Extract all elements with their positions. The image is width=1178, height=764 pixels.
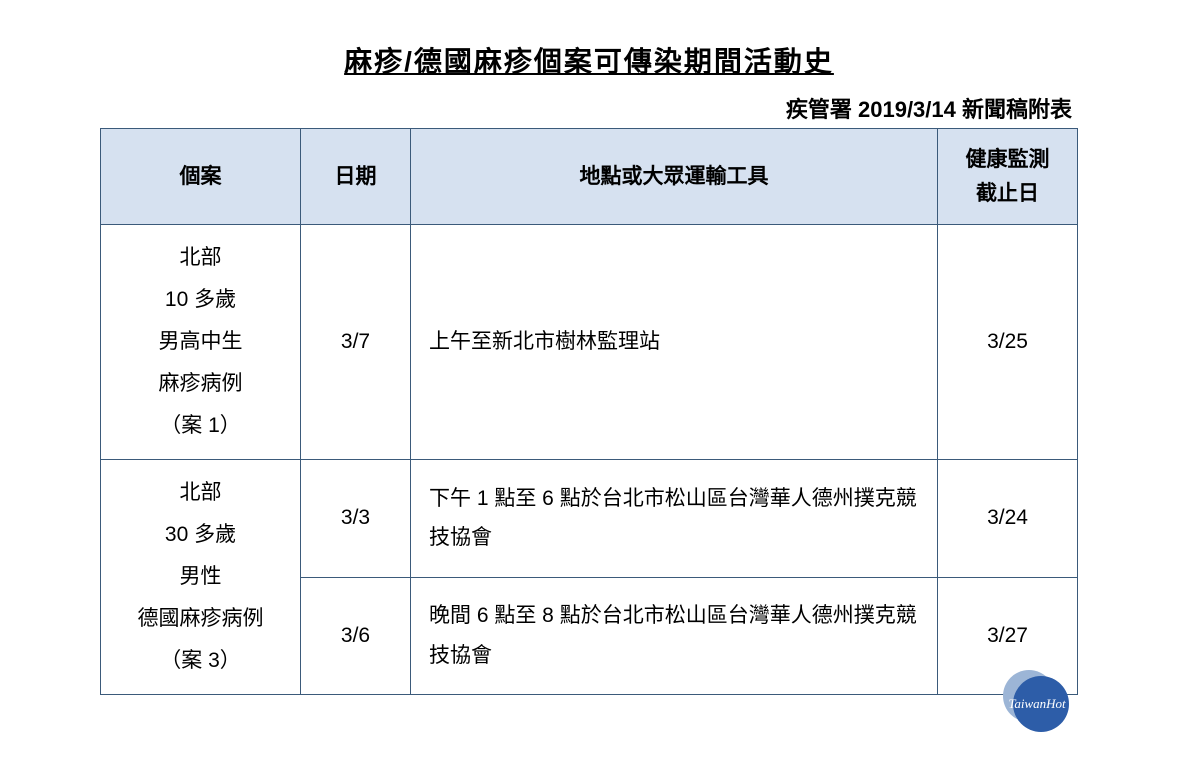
- col-header-date: 日期: [301, 129, 411, 225]
- col-header-case: 個案: [101, 129, 301, 225]
- page-title: 麻疹/德國麻疹個案可傳染期間活動史: [100, 40, 1078, 80]
- cell-case: 北部30 多歲男性德國麻疹病例（案 3）: [101, 460, 301, 695]
- cell-location: 晚間 6 點至 8 點於台北市松山區台灣華人德州撲克競技協會: [411, 577, 938, 695]
- col-header-location: 地點或大眾運輸工具: [411, 129, 938, 225]
- cell-deadline: 3/24: [938, 460, 1078, 578]
- table-row: 北部10 多歲男高中生麻疹病例（案 1） 3/7 上午至新北市樹林監理站 3/2…: [101, 225, 1078, 460]
- cell-location: 上午至新北市樹林監理站: [411, 225, 938, 460]
- table-header-row: 個案 日期 地點或大眾運輸工具 健康監測截止日: [101, 129, 1078, 225]
- page-subtitle: 疾管署 2019/3/14 新聞稿附表: [100, 92, 1078, 124]
- cell-location: 下午 1 點至 6 點於台北市松山區台灣華人德州撲克競技協會: [411, 460, 938, 578]
- taiwanhot-logo-icon: TaiwanHot: [1001, 664, 1073, 736]
- activity-table: 個案 日期 地點或大眾運輸工具 健康監測截止日 北部10 多歲男高中生麻疹病例（…: [100, 128, 1078, 695]
- cell-date: 3/3: [301, 460, 411, 578]
- table-row: 北部30 多歲男性德國麻疹病例（案 3） 3/3 下午 1 點至 6 點於台北市…: [101, 460, 1078, 578]
- logo-text: TaiwanHot: [1008, 696, 1066, 711]
- col-header-deadline: 健康監測截止日: [938, 129, 1078, 225]
- cell-date: 3/7: [301, 225, 411, 460]
- cell-case: 北部10 多歲男高中生麻疹病例（案 1）: [101, 225, 301, 460]
- cell-date: 3/6: [301, 577, 411, 695]
- cell-deadline: 3/25: [938, 225, 1078, 460]
